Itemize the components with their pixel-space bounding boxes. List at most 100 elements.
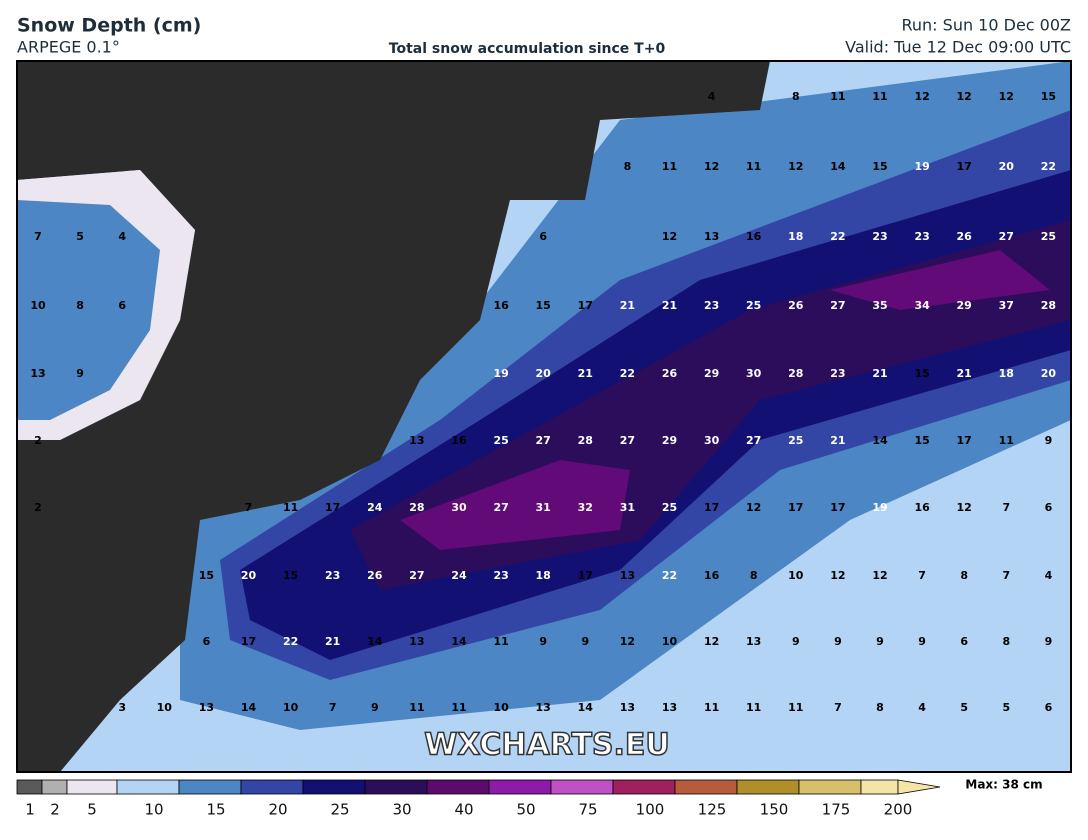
snow-value: 7 <box>1002 501 1010 514</box>
snow-value: 8 <box>960 569 968 582</box>
snow-value: 8 <box>624 160 632 173</box>
snow-value: 7 <box>245 501 253 514</box>
snow-value: 17 <box>957 160 972 173</box>
snow-value: 5 <box>960 701 968 714</box>
snow-value: 12 <box>872 569 887 582</box>
snow-value: 15 <box>199 569 214 582</box>
colorbar-label: 15 <box>206 801 225 819</box>
snow-value: 20 <box>536 367 552 380</box>
model: ARPEGE 0.1° <box>17 38 120 57</box>
snow-value: 20 <box>999 160 1015 173</box>
snow-value: 28 <box>788 367 803 380</box>
snow-value: 37 <box>999 299 1014 312</box>
snow-value: 15 <box>914 434 929 447</box>
snow-value: 10 <box>30 299 46 312</box>
snow-value: 25 <box>493 434 508 447</box>
snow-value: 21 <box>872 367 887 380</box>
snow-value: 15 <box>536 299 551 312</box>
snow-value: 4 <box>708 90 716 103</box>
snow-value: 25 <box>1041 230 1056 243</box>
snow-value: 21 <box>957 367 972 380</box>
snow-value: 9 <box>876 635 884 648</box>
snow-value: 9 <box>539 635 547 648</box>
snow-value: 18 <box>999 367 1014 380</box>
snow-value: 12 <box>662 230 677 243</box>
snow-value: 22 <box>1041 160 1056 173</box>
snow-value: 21 <box>325 635 340 648</box>
snow-value: 8 <box>750 569 758 582</box>
snow-value: 29 <box>957 299 972 312</box>
snow-value: 32 <box>578 501 593 514</box>
colorbar-segment <box>736 779 800 795</box>
colorbar-segment <box>302 779 366 795</box>
colorbar-segment <box>116 779 180 795</box>
snow-value: 14 <box>451 635 467 648</box>
snow-value: 30 <box>451 501 467 514</box>
snow-value: 12 <box>704 160 719 173</box>
snow-value: 4 <box>118 230 126 243</box>
colorbar-label: 1 <box>25 801 35 819</box>
snow-value: 16 <box>493 299 509 312</box>
snow-value: 12 <box>704 635 719 648</box>
snow-value: 25 <box>662 501 677 514</box>
colorbar-label: 100 <box>636 801 665 819</box>
snow-value: 21 <box>578 367 593 380</box>
snow-value: 6 <box>960 635 968 648</box>
snow-value: 13 <box>536 701 551 714</box>
snow-value: 9 <box>1045 434 1053 447</box>
snow-value: 13 <box>620 569 635 582</box>
snow-value: 9 <box>792 635 800 648</box>
snow-value: 31 <box>536 501 551 514</box>
snow-value: 30 <box>746 367 762 380</box>
snow-value: 6 <box>539 230 547 243</box>
snow-value: 15 <box>872 160 887 173</box>
run: Run: Sun 10 Dec 00Z <box>902 16 1072 35</box>
watermark: WXCHARTS.EU <box>424 728 670 763</box>
snow-value: 22 <box>620 367 635 380</box>
snow-value: 17 <box>578 569 593 582</box>
snow-value: 13 <box>30 367 45 380</box>
snow-value: 12 <box>957 90 972 103</box>
snow-value: 6 <box>1045 701 1053 714</box>
snow-core <box>830 250 1050 310</box>
subtitle: Total snow accumulation since T+0 <box>389 41 666 57</box>
snow-value: 19 <box>493 367 508 380</box>
snow-value: 18 <box>536 569 551 582</box>
snow-value: 11 <box>746 701 761 714</box>
snow-value: 9 <box>581 635 589 648</box>
snow-value: 21 <box>662 299 677 312</box>
snow-value: 17 <box>830 501 845 514</box>
snow-value: 24 <box>451 569 467 582</box>
snow-value: 14 <box>367 635 383 648</box>
snow-value: 20 <box>1041 367 1057 380</box>
snow-value: 14 <box>578 701 594 714</box>
snow-value: 17 <box>578 299 593 312</box>
sea <box>17 61 770 772</box>
snow-value: 26 <box>957 230 973 243</box>
snow-value: 17 <box>325 501 340 514</box>
snow-value: 27 <box>493 501 508 514</box>
snow-value: 12 <box>999 90 1014 103</box>
snow-value: 27 <box>536 434 551 447</box>
snow-value: 14 <box>830 160 846 173</box>
snow-value: 10 <box>157 701 173 714</box>
snow-value: 28 <box>578 434 593 447</box>
snow-value: 17 <box>957 434 972 447</box>
snow-value: 8 <box>876 701 884 714</box>
snow-value: 12 <box>620 635 635 648</box>
snow-value: 28 <box>409 501 424 514</box>
snow-value: 9 <box>834 635 842 648</box>
colorbar-segment <box>798 779 862 795</box>
snow-value: 17 <box>704 501 719 514</box>
snow-value: 12 <box>914 90 929 103</box>
colorbar-segment <box>66 779 118 795</box>
snow-value: 7 <box>329 701 337 714</box>
colorbar-segment <box>674 779 738 795</box>
colorbar-label: 30 <box>392 801 411 819</box>
colorbar-label: 25 <box>330 801 349 819</box>
snow-value: 6 <box>203 635 211 648</box>
colorbar-label: 40 <box>454 801 473 819</box>
snow-value: 16 <box>914 501 930 514</box>
snow-value: 11 <box>283 501 298 514</box>
